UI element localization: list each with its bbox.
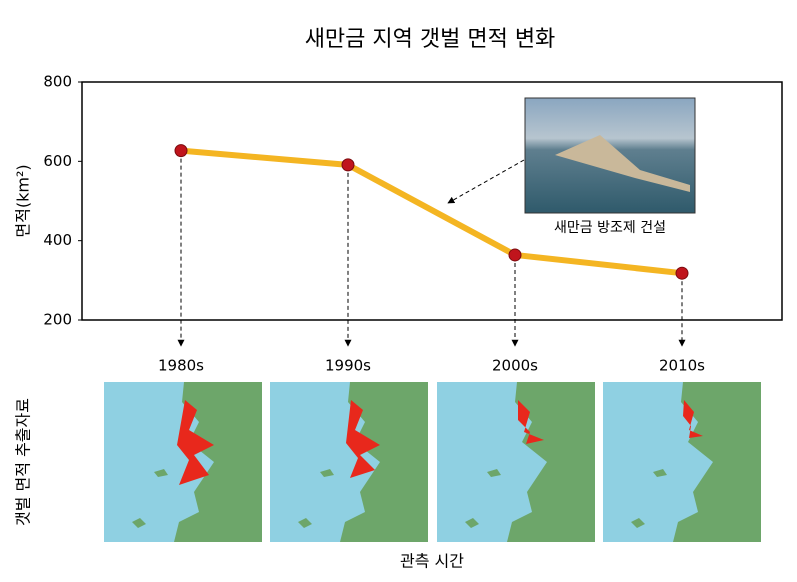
x-tick-label: 1990s bbox=[325, 357, 371, 375]
annotation: 새만금 방조제 건설 bbox=[554, 220, 666, 236]
x-tick-label: 2010s bbox=[659, 357, 705, 375]
y-tick-label: 800 bbox=[43, 73, 72, 91]
marker bbox=[341, 158, 355, 172]
photo bbox=[524, 97, 696, 214]
line bbox=[180, 147, 683, 277]
y-tick-label: 200 bbox=[43, 311, 72, 329]
marker bbox=[174, 144, 188, 158]
annotation-arrow bbox=[447, 159, 525, 204]
image-axis-label: 갯벌 면적 추출자료 bbox=[14, 398, 33, 526]
marker bbox=[675, 266, 689, 280]
x-tick-label: 1980s bbox=[158, 357, 204, 375]
map-tiles bbox=[104, 382, 761, 542]
x-tick-label: 2000s bbox=[492, 357, 538, 375]
x-axis-label: 관측 시간 bbox=[400, 552, 464, 571]
plot-frame bbox=[81, 81, 783, 321]
marker bbox=[508, 248, 522, 262]
y-tick-label: 400 bbox=[43, 231, 72, 249]
y-tick-label: 600 bbox=[43, 152, 72, 170]
y-axis-label: 면적(km²) bbox=[14, 164, 33, 237]
chart-title: 새만금 지역 갯벌 면적 변화 bbox=[305, 27, 556, 52]
